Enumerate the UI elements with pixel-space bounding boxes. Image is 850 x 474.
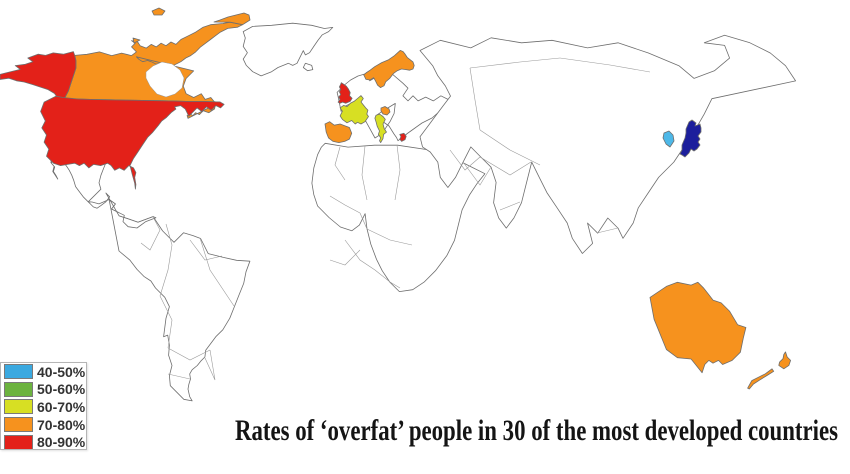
svg-text:Rates of ‘overfat’ people in 3: Rates of ‘overfat’ people in 30 of the m… — [235, 414, 838, 447]
